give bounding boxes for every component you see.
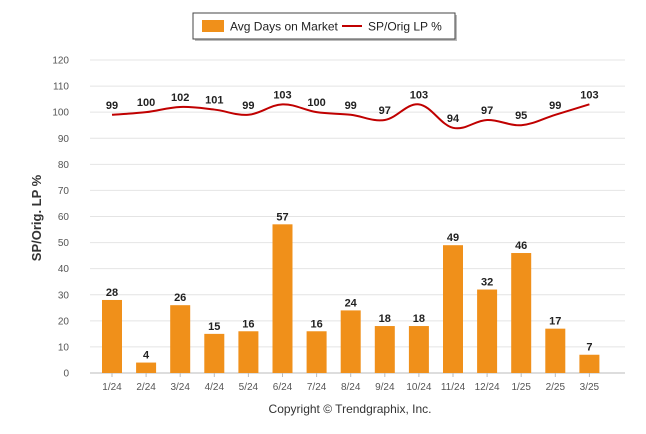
x-tick-label: 4/24 [205, 382, 225, 393]
line-data-label: 99 [106, 100, 118, 112]
bar-data-label: 18 [379, 313, 391, 325]
line-data-label: 95 [515, 110, 527, 122]
y-tick-label: 120 [52, 56, 69, 67]
bar-data-label: 28 [106, 287, 118, 299]
x-tick-label: 5/24 [239, 382, 259, 393]
line-data-label: 101 [205, 95, 223, 107]
line-labels: 99 100 102 101 99 103 100 99 97 103 94 97 95 99 103 [106, 89, 599, 124]
bar-data-label: 4 [143, 350, 150, 362]
bar-data-label: 15 [208, 321, 220, 333]
legend-box [192, 12, 456, 40]
bar [579, 354, 600, 373]
line-data-label: 94 [447, 113, 460, 125]
bar [340, 310, 361, 373]
x-tick-label: 3/24 [170, 382, 190, 393]
line-data-label: 103 [410, 89, 428, 101]
bars [102, 224, 600, 373]
y-tick-label: 20 [58, 316, 70, 327]
bar-data-label: 46 [515, 240, 527, 252]
legend-bar-swatch [202, 20, 224, 32]
y-tick-label: 10 [58, 342, 70, 353]
bar [204, 333, 225, 373]
bar-data-label: 32 [481, 277, 493, 289]
bar [170, 305, 191, 373]
bar-data-label: 49 [447, 232, 459, 244]
line-data-label: 97 [379, 105, 391, 117]
bar-data-label: 24 [345, 297, 358, 309]
bar [477, 289, 498, 373]
line-data-label: 97 [481, 105, 493, 117]
x-axis-ticks: 1/24 2/24 3/24 4/24 5/24 6/24 7/24 8/24 9/24 10/2… [102, 373, 600, 393]
y-tick-label: 40 [58, 264, 70, 275]
bar-data-label: 16 [310, 318, 322, 330]
y-axis-title: SP/Orig. LP % [29, 174, 44, 261]
bar [408, 326, 429, 373]
bar-data-label: 17 [549, 316, 561, 328]
y-tick-label: 70 [58, 186, 70, 197]
line-series [111, 103, 590, 130]
line-data-label: 102 [171, 92, 189, 104]
line-data-label: 100 [307, 97, 325, 109]
x-tick-label: 12/24 [475, 382, 500, 393]
x-tick-label: 2/24 [136, 382, 156, 393]
bar [374, 326, 395, 373]
x-tick-label: 9/24 [375, 382, 395, 393]
bar-data-label: 16 [242, 318, 254, 330]
x-tick-label: 1/24 [102, 382, 122, 393]
y-tick-label: 30 [58, 290, 70, 301]
legend-line-label: SP/Orig LP % [368, 20, 442, 34]
x-tick-label: 7/24 [307, 382, 327, 393]
y-tick-label: 90 [58, 134, 70, 145]
x-tick-label: 3/25 [580, 382, 600, 393]
bar-data-label: 7 [586, 342, 592, 354]
x-tick-label: 10/24 [406, 382, 431, 393]
y-tick-label: 60 [58, 212, 70, 223]
y-tick-label: 110 [53, 82, 69, 93]
line-data-label: 103 [273, 89, 291, 101]
x-tick-label: 11/24 [441, 382, 466, 393]
x-tick-label: 1/25 [511, 382, 531, 393]
y-tick-label: 0 [63, 369, 69, 380]
line-data-label: 99 [345, 100, 357, 112]
bar [306, 331, 327, 373]
x-tick-label: 6/24 [273, 382, 293, 393]
bar-data-label: 26 [174, 292, 186, 304]
legend-bar-label: Avg Days on Market [230, 20, 338, 34]
y-tick-label: 80 [58, 160, 70, 171]
bar-labels: 28 4 26 15 16 57 16 24 18 18 49 32 46 17 7 [106, 211, 593, 361]
bar [511, 253, 532, 373]
y-tick-label: 50 [58, 238, 70, 249]
line-data-label: 100 [137, 97, 155, 109]
bar [545, 328, 566, 373]
line-data-label: 99 [549, 100, 561, 112]
bar [102, 299, 122, 373]
y-axis-ticks: 0 10 20 30 40 50 60 70 80 90 100 110 120 [52, 56, 69, 380]
line-data-label: 103 [580, 89, 598, 101]
copyright-text: Copyright © Trendgraphix, Inc. [269, 402, 432, 416]
legend: Avg Days on Market SP/Orig LP % [192, 12, 457, 41]
x-tick-label: 2/25 [546, 382, 566, 393]
bar-data-label: 18 [413, 313, 425, 325]
line-data-label: 99 [242, 100, 254, 112]
bar [238, 331, 259, 373]
bar-data-label: 57 [276, 211, 288, 223]
x-tick-label: 8/24 [341, 382, 361, 393]
y-tick-label: 100 [52, 108, 69, 119]
bar [443, 245, 463, 373]
sp-orig-lp-line [111, 103, 590, 130]
bar [272, 224, 293, 373]
bar [136, 362, 157, 373]
